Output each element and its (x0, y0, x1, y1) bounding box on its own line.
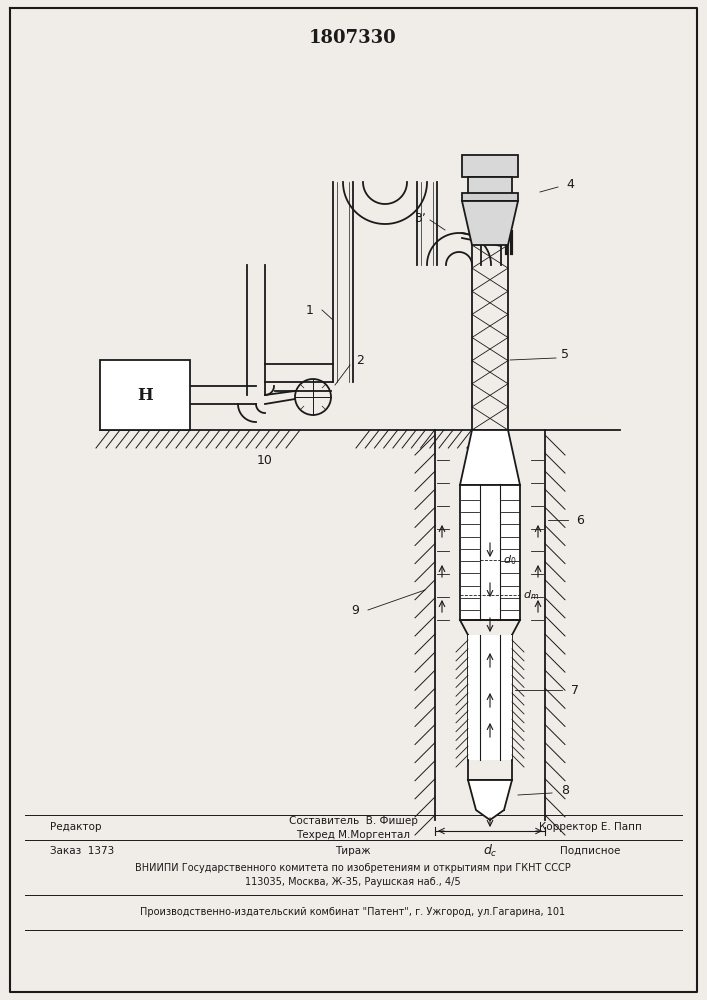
Text: 7: 7 (571, 684, 579, 696)
Text: Техред М.Моргентал: Техред М.Моргентал (296, 830, 410, 840)
Text: Составитель  В. Фишер: Составитель В. Фишер (288, 816, 417, 826)
Text: $d_c$: $d_c$ (483, 843, 497, 859)
Text: 8: 8 (561, 784, 569, 796)
Bar (100, 360, 190, 430)
Bar (460, 485, 520, 620)
Bar (462, 193, 518, 201)
Polygon shape (462, 201, 518, 245)
Text: $d_0$: $d_0$ (503, 553, 516, 567)
Text: $d_m$: $d_m$ (523, 588, 539, 602)
Text: 1: 1 (306, 304, 314, 316)
Text: 10: 10 (257, 454, 273, 466)
Polygon shape (468, 780, 512, 820)
Bar (462, 155, 518, 177)
Text: Корректор Е. Папп: Корректор Е. Папп (539, 822, 641, 832)
Text: Заказ  1373: Заказ 1373 (50, 846, 115, 856)
Text: Редактор: Редактор (50, 822, 102, 832)
Text: 4: 4 (566, 178, 574, 192)
Text: 3ʼ: 3ʼ (414, 212, 426, 225)
Bar (468, 635, 512, 760)
Text: 113035, Москва, Ж-35, Раушская наб., 4/5: 113035, Москва, Ж-35, Раушская наб., 4/5 (245, 877, 461, 887)
Text: ВНИИПИ Государственного комитета по изобретениям и открытиям при ГКНТ СССР: ВНИИПИ Государственного комитета по изоб… (135, 863, 571, 873)
Text: 5: 5 (561, 349, 569, 361)
Text: H: H (137, 386, 153, 403)
Text: Тираж: Тираж (335, 846, 370, 856)
Text: Производственно-издательский комбинат "Патент", г. Ужгород, ул.Гагарина, 101: Производственно-издательский комбинат "П… (141, 907, 566, 917)
Text: 9: 9 (351, 603, 359, 616)
Bar (468, 177, 512, 195)
Text: 2: 2 (356, 354, 364, 366)
Text: Подписное: Подписное (560, 846, 620, 856)
Text: 1807330: 1807330 (309, 29, 397, 47)
Polygon shape (460, 430, 520, 485)
Text: 6: 6 (576, 514, 584, 526)
